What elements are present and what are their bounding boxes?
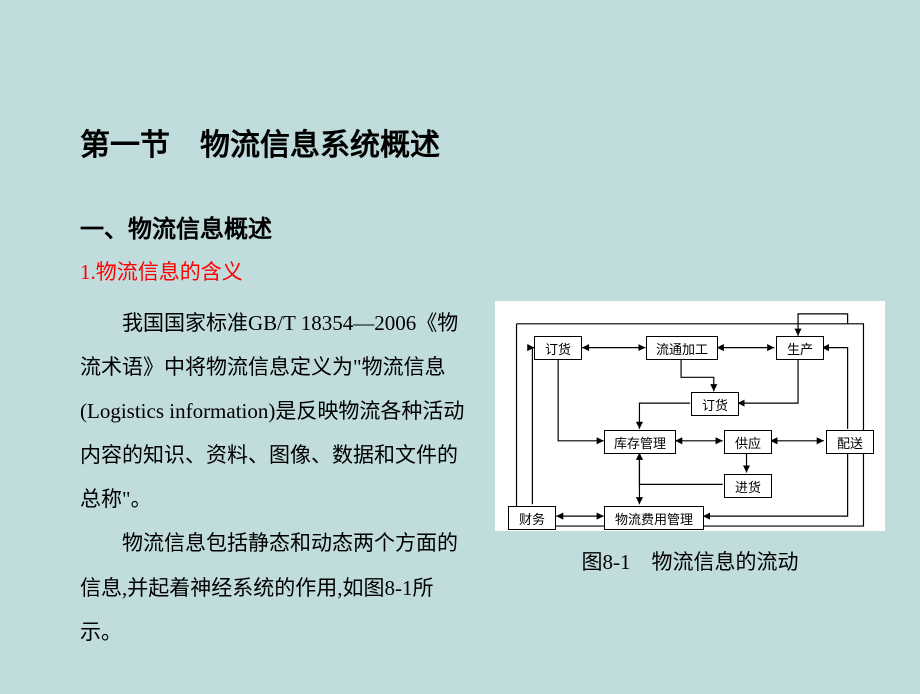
sub-heading: 一、物流信息概述 bbox=[80, 209, 840, 244]
node-shengchan: 生产 bbox=[776, 336, 824, 360]
node-dinghuo1: 订货 bbox=[534, 336, 582, 360]
figure-caption: 图8-1 物流信息的流动 bbox=[582, 546, 799, 576]
node-caiwu: 财务 bbox=[508, 506, 556, 530]
node-feiyong: 物流费用管理 bbox=[604, 506, 704, 530]
node-dinghuo2: 订货 bbox=[691, 392, 739, 416]
node-gongying: 供应 bbox=[724, 430, 772, 454]
node-jinhuo: 进货 bbox=[724, 474, 772, 498]
red-heading: 1.物流信息的含义 bbox=[80, 256, 840, 286]
figure-column: 订货流通加工生产订货库存管理供应配送进货财务物流费用管理 图8-1 物流信息的流… bbox=[495, 301, 885, 654]
node-kucun: 库存管理 bbox=[604, 430, 676, 454]
paragraph-1: 我国国家标准GB/T 18354—2006《物流术语》中将物流信息定义为"物流信… bbox=[80, 301, 475, 521]
paragraph-2: 物流信息包括静态和动态两个方面的信息,并起着神经系统的作用,如图8-1所示。 bbox=[80, 521, 475, 653]
section-title: 第一节 物流信息系统概述 bbox=[80, 120, 840, 164]
flow-diagram: 订货流通加工生产订货库存管理供应配送进货财务物流费用管理 bbox=[495, 301, 885, 531]
body-text: 我国国家标准GB/T 18354—2006《物流术语》中将物流信息定义为"物流信… bbox=[80, 301, 475, 654]
node-liutong: 流通加工 bbox=[646, 336, 718, 360]
node-peisong: 配送 bbox=[826, 430, 874, 454]
